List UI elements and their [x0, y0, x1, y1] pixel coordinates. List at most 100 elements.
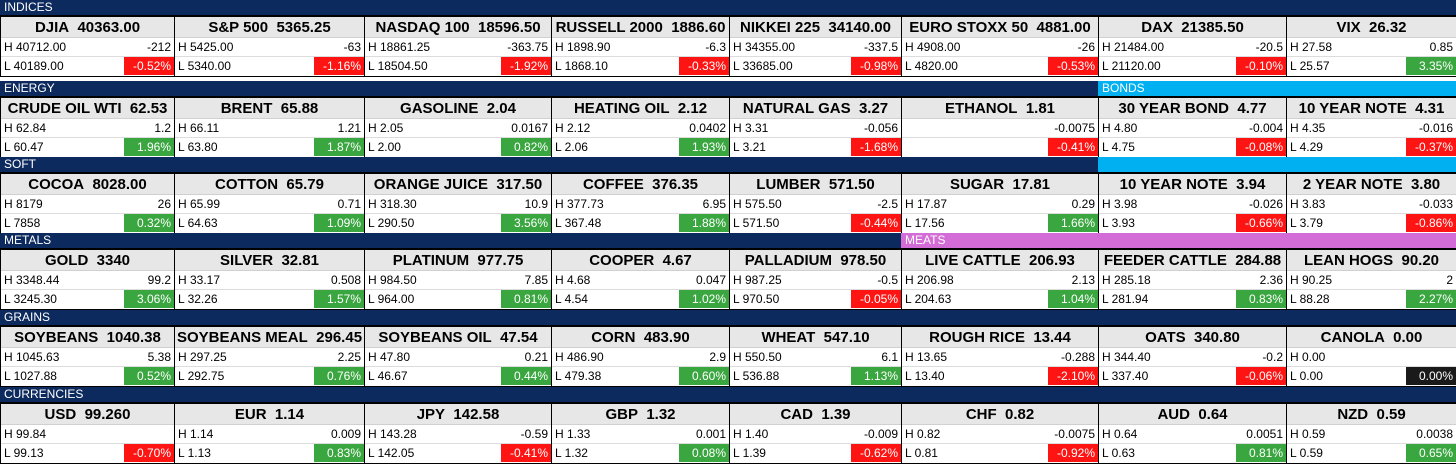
quote-tile[interactable]: EUR 1.14 H 1.14 0.009 L 1.13 0.83% [174, 403, 365, 464]
quote-tile[interactable]: SOYBEANS MEAL 296.45 H 297.25 2.25 L 292.75… [174, 326, 365, 387]
high-value: H 0.82 [905, 427, 941, 441]
percent-change-badge: -0.44% [851, 214, 901, 232]
quote-tile[interactable]: DJIA 40363.00 H 40712.00 -212 L 40189.00 -0.… [0, 16, 175, 77]
percent-change-badge: 0.32% [124, 214, 174, 232]
low-row: L 964.00 0.81% [365, 289, 551, 308]
quote-tile[interactable]: HEATING OIL 2.12 H 2.12 0.0402 L 2.06 1.93% [551, 97, 730, 158]
quote-tile[interactable]: COTTON 65.79 H 65.99 0.71 L 64.63 1.09% [174, 173, 365, 234]
quote-tile[interactable]: PALLADIUM 978.50 H 987.25 -0.5 L 970.50 -0.0… [729, 249, 902, 310]
high-value: H 0.64 [1102, 427, 1138, 441]
instrument-name: SOYBEANS [14, 329, 99, 346]
quote-tile[interactable]: ORANGE JUICE 317.50 H 318.30 10.9 L 290.50 3… [364, 173, 552, 234]
high-row: H 0.82 -0.0075 [902, 425, 1098, 443]
quote-tile[interactable]: NASDAQ 100 18596.50 H 18861.25 -363.75 L 18… [364, 16, 552, 77]
low-row: L 4820.00 -0.53% [902, 56, 1098, 75]
low-row: L 3.79 -0.86% [1287, 213, 1456, 232]
quote-tile[interactable]: NATURAL GAS 3.27 H 3.31 -0.056 L 3.21 -1.68% [729, 97, 902, 158]
quote-tile[interactable]: 30 YEAR BOND 4.77 H 4.80 -0.004 L 4.75 -0.08… [1098, 97, 1287, 158]
percent-change-badge: 1.02% [679, 290, 729, 308]
low-value: L 18504.50 [368, 59, 428, 73]
low-row: L 63.80 1.87% [175, 137, 364, 156]
quote-tile[interactable]: LIVE CATTLE 206.93 H 206.98 2.13 L 204.63 1.… [901, 249, 1099, 310]
low-row: L 0.00 0.00% [1287, 366, 1456, 385]
instrument-name: SUGAR [949, 176, 1005, 193]
instrument-name: 30 YEAR BOND [1118, 100, 1230, 117]
quote-tile[interactable]: CANOLA 0.00 H 0.00 L 0.00 0.00% [1286, 326, 1456, 387]
quote-tile[interactable]: SUGAR 17.81 H 17.87 0.29 L 17.56 1.66% [901, 173, 1099, 234]
quote-tile[interactable]: PLATINUM 977.75 H 984.50 7.85 L 964.00 0.81% [364, 249, 552, 310]
quote-tile[interactable]: CHF 0.82 H 0.82 -0.0075 L 0.81 -0.92% [901, 403, 1099, 464]
quote-tile[interactable]: OATS 340.80 H 344.40 -0.2 L 337.40 -0.06% [1098, 326, 1287, 387]
quote-tile[interactable]: RUSSELL 2000 1886.60 H 1898.90 -6.3 L 1868.… [551, 16, 730, 77]
low-row: L 337.40 -0.06% [1099, 366, 1286, 385]
quote-tile[interactable]: ROUGH RICE 13.44 H 13.65 -0.288 L 13.40 -2.1… [901, 326, 1099, 387]
quote-tile[interactable]: SILVER 32.81 H 33.17 0.508 L 32.26 1.57% [174, 249, 365, 310]
high-row: H 27.58 0.85 [1287, 38, 1456, 56]
quote-tile[interactable]: NZD 0.59 H 0.59 0.0038 L 0.59 0.65% [1286, 403, 1456, 464]
instrument-name: VIX [1336, 19, 1361, 36]
low-value: L 964.00 [368, 292, 415, 306]
quote-tile[interactable]: BRENT 65.88 H 66.11 1.21 L 63.80 1.87% [174, 97, 365, 158]
quote-tile[interactable]: COOPER 4.67 H 4.68 0.047 L 4.54 1.02% [551, 249, 730, 310]
quote-tile[interactable]: COFFEE 376.35 H 377.73 6.95 L 367.48 1.88% [551, 173, 730, 234]
low-row: L 970.50 -0.05% [730, 289, 901, 308]
net-change: 0.0402 [689, 121, 726, 135]
quote-tile[interactable]: EURO STOXX 50 4881.00 H 4908.00 -26 L 4820.… [901, 16, 1099, 77]
quote-tile[interactable]: GOLD 3340 H 3348.44 99.2 L 3245.30 3.06% [0, 249, 175, 310]
quote-tile[interactable]: GBP 1.32 H 1.33 0.001 L 1.32 0.08% [551, 403, 730, 464]
high-row: H 1.14 0.009 [175, 425, 364, 443]
quote-tile[interactable]: JPY 142.58 H 143.28 -0.59 L 142.05 -0.41% [364, 403, 552, 464]
quote-title: CHF 0.82 [902, 404, 1098, 425]
quote-tile[interactable]: LUMBER 571.50 H 575.50 -2.5 L 571.50 -0.44% [729, 173, 902, 234]
high-row: H 1045.63 5.38 [1, 348, 174, 366]
quote-tile[interactable]: NIKKEI 225 34140.00 H 34355.00 -337.5 L 336… [729, 16, 902, 77]
quote-tile[interactable]: 2 YEAR NOTE 3.80 H 3.83 -0.033 L 3.79 -0.86% [1286, 173, 1456, 234]
quote-tile[interactable]: 10 YEAR NOTE 3.94 H 3.98 -0.026 L 3.93 -0.66… [1098, 173, 1287, 234]
high-value: H 1045.63 [4, 350, 60, 364]
percent-change-badge: 0.52% [124, 367, 174, 385]
quote-tile[interactable]: COCOA 8028.00 H 8179 26 L 7858 0.32% [0, 173, 175, 234]
section-header: ENERGY [0, 81, 1098, 97]
instrument-price: 0.64 [1198, 406, 1228, 423]
instrument-name: PLATINUM [392, 252, 470, 269]
quote-title: EURO STOXX 50 4881.00 [902, 17, 1098, 38]
percent-change-badge: -0.10% [1236, 57, 1286, 75]
low-row: L 292.75 0.76% [175, 366, 364, 385]
quote-tile[interactable]: USD 99.260 H 99.84 L 99.13 -0.70% [0, 403, 175, 464]
quote-title: EUR 1.14 [175, 404, 364, 425]
instrument-price: 2.12 [677, 100, 708, 117]
instrument-name: COCOA [28, 176, 85, 193]
instrument-price: 4.67 [662, 252, 692, 269]
quote-tile[interactable]: ETHANOL 1.81 -0.0075 -0.41% [901, 97, 1099, 158]
quote-tile[interactable]: 10 YEAR NOTE 4.31 H 4.35 -0.016 L 4.29 -0.37… [1286, 97, 1456, 158]
percent-change-badge: -0.41% [1048, 138, 1098, 156]
instrument-price: 90.20 [1401, 252, 1440, 269]
quote-tile[interactable]: VIX 26.32 H 27.58 0.85 L 25.57 3.35% [1286, 16, 1456, 77]
net-change: -6.3 [705, 40, 726, 54]
quote-tile[interactable]: GASOLINE 2.04 H 2.05 0.0167 L 2.00 0.82% [364, 97, 552, 158]
quote-tile[interactable]: AUD 0.64 H 0.64 0.0051 L 0.63 0.81% [1098, 403, 1287, 464]
quote-tile[interactable]: CORN 483.90 H 486.90 2.9 L 479.38 0.60% [551, 326, 730, 387]
instrument-name: COTTON [215, 176, 279, 193]
net-change: 2.13 [1071, 273, 1095, 287]
quote-tile[interactable]: SOYBEANS 1040.38 H 1045.63 5.38 L 1027.88 0.… [0, 326, 175, 387]
quote-tile[interactable]: FEEDER CATTLE 284.88 H 285.18 2.36 L 281.94… [1098, 249, 1287, 310]
quote-title: COTTON 65.79 [175, 174, 364, 195]
high-value: H 4.68 [555, 273, 591, 287]
quote-tile[interactable]: SOYBEANS OIL 47.54 H 47.80 0.21 L 46.67 0.44… [364, 326, 552, 387]
quote-tile[interactable]: DAX 21385.50 H 21484.00 -20.5 L 21120.00 -0.… [1098, 16, 1287, 77]
net-change: 2.36 [1259, 273, 1283, 287]
quote-tile[interactable]: S&P 500 5365.25 H 5425.00 -63 L 5340.00 -1.1… [174, 16, 365, 77]
quote-tile[interactable]: LEAN HOGS 90.20 H 90.25 2 L 88.28 2.27% [1286, 249, 1456, 310]
high-row: H 550.50 6.1 [730, 348, 901, 366]
quote-tile[interactable]: WHEAT 547.10 H 550.50 6.1 L 536.88 1.13% [729, 326, 902, 387]
quote-tile[interactable]: CAD 1.39 H 1.40 -0.009 L 1.39 -0.62% [729, 403, 902, 464]
low-value: L 292.75 [178, 369, 225, 383]
quote-title: CANOLA 0.00 [1287, 327, 1456, 348]
low-value: L 0.63 [1102, 446, 1135, 460]
high-row: H 486.90 2.9 [552, 348, 729, 366]
quote-title: WHEAT 547.10 [730, 327, 901, 348]
net-change: -20.5 [1255, 40, 1283, 54]
quote-tile[interactable]: CRUDE OIL WTI 62.53 H 62.84 1.2 L 60.47 1.96… [0, 97, 175, 158]
instrument-price: 317.50 [496, 176, 543, 193]
